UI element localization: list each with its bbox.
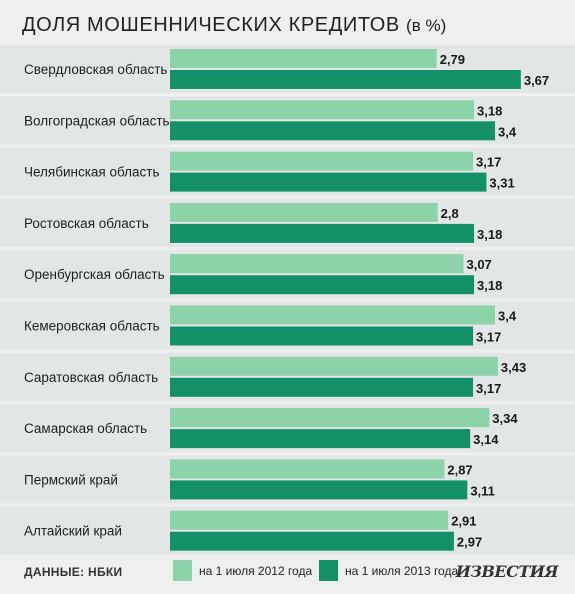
bar-2013 [170, 531, 454, 551]
bar-2013 [170, 429, 471, 449]
value-label: 2,87 [447, 462, 472, 477]
value-label: 3,14 [473, 432, 499, 447]
legend-item-2013: на 1 июля 2013 года [319, 560, 458, 581]
category-label: Саратовская область [24, 370, 158, 385]
value-label: 3,18 [477, 278, 502, 293]
category-label: Пермский край [24, 472, 118, 487]
value-label: 3,18 [477, 227, 502, 242]
value-label: 3,11 [470, 483, 495, 498]
value-label: 3,67 [524, 73, 549, 88]
bar-2013 [170, 377, 474, 397]
category-label: Ростовская область [24, 216, 149, 231]
bar-2012 [170, 408, 490, 428]
bar-2012 [170, 510, 449, 530]
value-label: 2,79 [440, 52, 465, 67]
legend-label-2012: на 1 июля 2012 года [199, 563, 313, 578]
bar-2012 [170, 100, 475, 120]
category-label: Самарская область [24, 421, 147, 436]
category-label: Челябинская область [24, 165, 159, 180]
bar-2013 [170, 480, 468, 500]
legend-item-2012: на 1 июля 2012 года [173, 560, 312, 581]
value-label: 3,17 [476, 381, 501, 396]
bar-2012 [170, 202, 438, 222]
bar-2013 [170, 275, 475, 295]
data-source: ДАННЫЕ: НБКИ [24, 565, 123, 579]
category-label: Волгоградская область [24, 113, 170, 128]
category-label: Свердловская область [24, 62, 167, 77]
value-label: 3,4 [498, 309, 517, 324]
bar-2013 [170, 121, 496, 141]
bar-2013 [170, 172, 487, 192]
bar-2012 [170, 305, 496, 325]
bar-2013 [170, 223, 475, 243]
value-label: 3,17 [476, 330, 501, 345]
chart-title: ДОЛЯ МОШЕННИЧЕСКИХ КРЕДИТОВ (в %) [22, 14, 446, 37]
value-label: 3,43 [501, 360, 526, 375]
value-label: 3,34 [492, 411, 518, 426]
value-label: 3,31 [489, 176, 514, 191]
legend-swatch-2012 [173, 560, 192, 581]
value-label: 3,17 [476, 155, 501, 170]
value-label: 2,8 [441, 206, 459, 221]
value-label: 3,4 [498, 124, 517, 139]
legend-label-2013: на 1 июля 2013 года [345, 563, 459, 578]
bar-2012 [170, 459, 445, 479]
bar-2012 [170, 151, 474, 171]
bar-2012 [170, 356, 498, 376]
category-label: Алтайский край [24, 524, 122, 539]
bar-2013 [170, 70, 521, 89]
value-label: 2,91 [451, 514, 476, 529]
bar-2012 [170, 49, 437, 68]
bar-2012 [170, 254, 464, 274]
legend-swatch-2013 [319, 560, 338, 581]
value-label: 2,97 [457, 535, 482, 550]
value-label: 3,18 [477, 103, 502, 118]
chart-title-text: ДОЛЯ МОШЕННИЧЕСКИХ КРЕДИТОВ [22, 14, 400, 36]
chart-title-unit: (в %) [406, 16, 447, 35]
brand-logo: ИЗВЕСТИЯ [455, 562, 559, 581]
bar-2013 [170, 326, 474, 346]
category-label: Оренбургская область [24, 267, 165, 282]
category-label: Кемеровская область [24, 319, 160, 334]
value-label: 3,07 [466, 257, 491, 272]
